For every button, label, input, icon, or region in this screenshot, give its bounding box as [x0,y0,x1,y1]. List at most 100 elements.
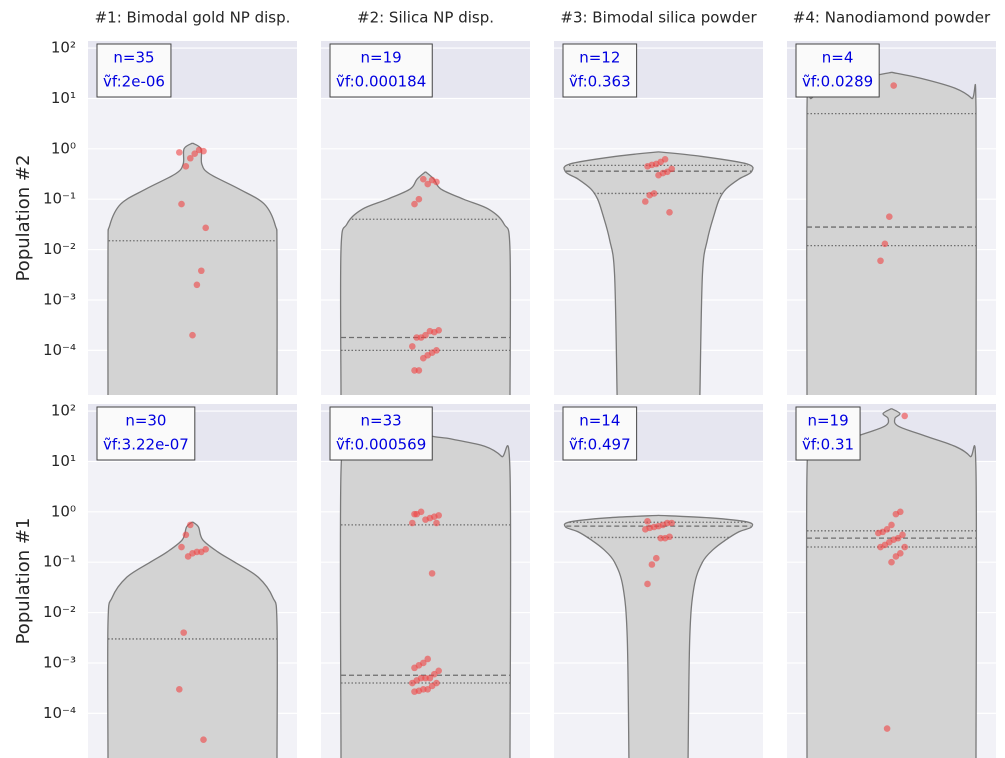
annotation-text: ṽf:0.000569 [336,436,426,454]
annotation-text: ṽf:0.0289 [802,73,873,91]
violin-fill [192,143,278,395]
data-point [657,534,664,542]
data-point [182,531,190,539]
data-point [411,200,418,208]
data-point [184,553,192,560]
data-point [411,664,418,672]
data-point [187,521,194,529]
data-point [182,162,190,170]
violin-fill [340,171,426,395]
y-tick-label: 10⁻² [43,240,76,258]
violin-outline [891,407,978,758]
data-point [176,149,183,156]
violin-outline [192,142,278,395]
violin-fill [425,415,511,758]
data-point [653,554,660,562]
annotation-box [795,43,880,98]
violin-fill [658,515,753,758]
violin-fill [658,151,754,395]
data-point [644,580,651,588]
violin-fill [564,515,659,758]
data-point [901,543,908,551]
data-point [883,725,891,732]
violin-outline [891,71,977,395]
data-point [433,519,440,527]
violin-fill [891,408,977,758]
data-point [877,257,884,265]
column-title: #1: Bimodal gold NP disp. [95,9,291,27]
data-point [193,281,201,289]
data-point [644,517,651,525]
data-point [642,198,649,205]
violin-outline [192,521,278,758]
row-title: Population #1 [13,518,34,645]
annotation-text: n=33 [361,412,402,430]
data-point [178,543,185,551]
annotation-text: n=12 [579,49,620,67]
annotation-text: ṽf:0.497 [569,436,631,454]
data-point [411,688,418,695]
column-title: #3: Bimodal silica powder [560,9,757,27]
annotation-text: n=35 [113,49,154,67]
violin-fill [891,72,977,395]
data-point [411,367,418,374]
panel [787,41,996,395]
violin-fill [806,408,892,758]
data-point [195,146,203,154]
data-point [426,327,434,335]
annotation-box [562,406,638,461]
column-title: #2: Silica NP disp. [357,9,494,27]
y-tick-label: 10¹ [51,89,76,107]
data-point [413,334,421,341]
violin-fill [107,143,193,395]
data-point [187,154,194,162]
violin-outline [563,151,659,395]
data-point [202,224,209,232]
annotation-text: ṽf:0.31 [802,436,854,454]
data-point [409,343,416,350]
data-point [428,570,436,577]
y-tick-label: 10⁻⁴ [43,341,76,359]
annotation-box [562,43,638,98]
data-point [901,412,908,420]
data-point [176,686,183,693]
violin-fill [425,171,511,395]
data-point [642,525,649,533]
column-title: #4: Nanodiamond powder [793,9,991,27]
data-point [413,510,421,518]
data-point [877,543,884,551]
violin-fill [340,415,426,758]
panel [554,404,763,758]
annotation-box [96,406,196,461]
data-point [409,679,416,687]
data-point [178,200,185,208]
annotation-text: n=4 [822,49,854,67]
data-point [666,208,673,216]
data-point [189,331,196,339]
annotation-text: n=30 [125,412,166,430]
y-tick-label: 10¹ [51,452,76,470]
y-tick-label: 10⁻⁴ [43,704,76,722]
data-point [875,529,882,537]
annotation-text: ṽf:2e-06 [103,73,165,91]
annotation-text: ṽf:0.000184 [336,73,426,91]
violin-fill [806,72,892,395]
data-point [424,180,432,188]
data-point [428,176,436,184]
data-point [881,240,889,248]
violin-outline [563,514,659,758]
data-point [648,561,656,568]
data-point [415,195,423,203]
annotation-text: n=19 [361,49,402,67]
data-point [888,558,895,566]
violin-outline [107,142,193,395]
y-tick-label: 10² [51,402,76,420]
annotation-text: ṽf:0.363 [569,73,631,91]
data-point [646,191,653,199]
annotation-box [96,43,172,98]
y-tick-label: 10⁰ [51,139,76,157]
annotation-box [329,406,433,461]
panel [554,41,763,395]
row-title: Population #2 [13,155,34,282]
